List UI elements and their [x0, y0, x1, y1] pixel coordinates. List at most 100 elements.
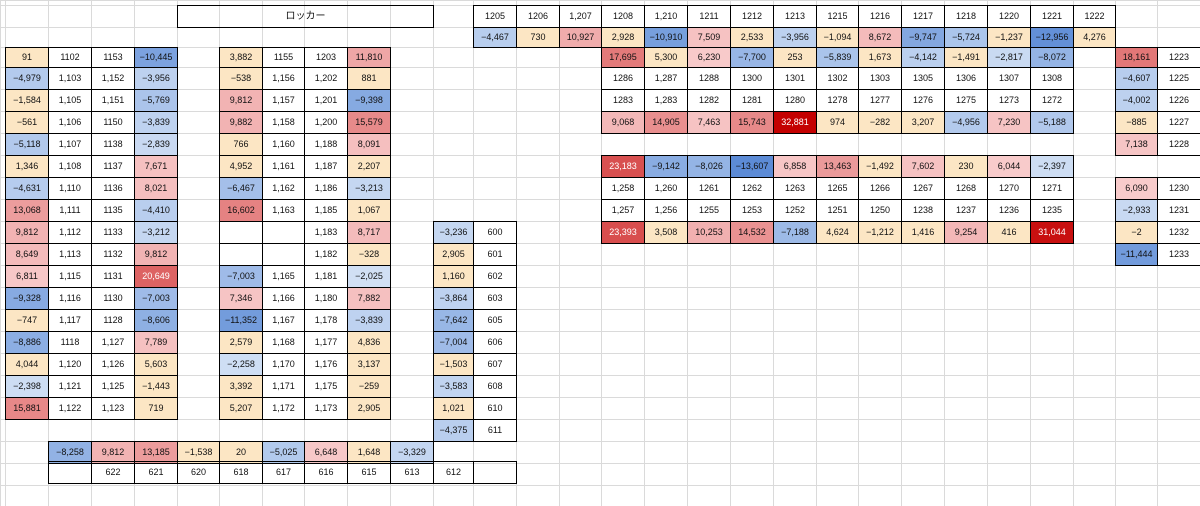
block-a-cell[interactable]: 1137	[91, 155, 135, 178]
block-a-cell[interactable]: 1136	[91, 177, 135, 200]
top-header-cell[interactable]: 7,509	[687, 27, 731, 48]
block-a-cell[interactable]: 1130	[91, 287, 135, 310]
block-f-cell[interactable]: 3,508	[644, 221, 688, 244]
block-b-cell[interactable]: 766	[219, 133, 263, 156]
top-header-cell[interactable]: 1220	[987, 5, 1031, 28]
block-b-cell[interactable]	[219, 243, 263, 266]
block-e-cell[interactable]: 1307	[987, 67, 1031, 90]
block-f-cell[interactable]: 1,257	[601, 199, 645, 222]
block-c-cell[interactable]: 606	[473, 331, 517, 354]
block-a-cell[interactable]: 91	[5, 47, 49, 68]
block-b-cell[interactable]: 1,188	[304, 133, 348, 156]
block-g-cell[interactable]: 1223	[1157, 47, 1200, 68]
block-b-cell[interactable]: 2,207	[347, 155, 391, 178]
locker-cell[interactable]: ロッカー	[177, 5, 434, 28]
block-g-cell[interactable]: 1227	[1157, 111, 1200, 134]
block-f-cell[interactable]: 6,858	[773, 155, 817, 178]
block-a-cell[interactable]: −1,443	[134, 375, 178, 398]
block-e-cell[interactable]: 1305	[901, 67, 945, 90]
block-d-cell[interactable]: −3,329	[390, 441, 434, 464]
block-c-cell[interactable]: −4,375	[433, 419, 474, 442]
block-b-cell[interactable]	[262, 221, 305, 244]
block-b-cell[interactable]: 2,905	[347, 397, 391, 420]
block-f-cell[interactable]: 4,624	[816, 221, 859, 244]
block-b-cell[interactable]: 1,183	[304, 221, 348, 244]
block-f-cell[interactable]: 9,254	[944, 221, 988, 244]
block-f-cell[interactable]: 31,044	[1030, 221, 1074, 244]
block-f-cell[interactable]: 1236	[987, 199, 1031, 222]
block-e-cell[interactable]: 3,207	[901, 111, 945, 134]
block-a-cell[interactable]: 1132	[91, 243, 135, 266]
block-a-cell[interactable]: 6,811	[5, 265, 49, 288]
block-a-cell[interactable]: −2,839	[134, 133, 178, 156]
block-e-cell[interactable]: −4,142	[901, 47, 945, 68]
block-e-cell[interactable]: 17,695	[601, 47, 645, 68]
block-b-cell[interactable]: −3,839	[347, 309, 391, 332]
block-a-cell[interactable]: 1,113	[48, 243, 92, 266]
top-header-cell[interactable]: −9,747	[901, 27, 945, 48]
block-a-cell[interactable]: 1,120	[48, 353, 92, 376]
block-e-cell[interactable]: −8,072	[1030, 47, 1074, 68]
block-f-cell[interactable]: 1262	[730, 177, 774, 200]
block-g-cell[interactable]: −11,444	[1115, 243, 1158, 266]
block-b-cell[interactable]: 1,158	[262, 111, 305, 134]
block-a-cell[interactable]: −561	[5, 111, 49, 134]
block-c-cell[interactable]: 610	[473, 397, 517, 420]
block-b-cell[interactable]: −538	[219, 67, 263, 90]
block-a-cell[interactable]: −5,769	[134, 89, 178, 112]
block-b-cell[interactable]: 1,185	[304, 199, 348, 222]
top-header-cell[interactable]: 1206	[516, 5, 560, 28]
block-b-cell[interactable]: 11,810	[347, 47, 391, 68]
block-d-cell[interactable]	[473, 461, 517, 484]
block-e-cell[interactable]: 1288	[687, 67, 731, 90]
block-c-cell[interactable]: −7,642	[433, 309, 474, 332]
block-g-cell[interactable]: −2	[1115, 221, 1158, 244]
block-b-cell[interactable]: 7,882	[347, 287, 391, 310]
block-a-cell[interactable]: 1133	[91, 221, 135, 244]
block-b-cell[interactable]: 3,137	[347, 353, 391, 376]
block-b-cell[interactable]: 4,952	[219, 155, 263, 178]
block-d-cell[interactable]: 621	[134, 461, 178, 484]
block-a-cell[interactable]: 1118	[48, 331, 92, 354]
block-g-cell[interactable]: 1233	[1157, 243, 1200, 266]
block-g-cell[interactable]: 7,138	[1115, 133, 1158, 156]
block-e-cell[interactable]: 1302	[816, 67, 859, 90]
top-header-cell[interactable]: 1211	[687, 5, 731, 28]
top-header-cell[interactable]: 1222	[1073, 5, 1116, 28]
block-b-cell[interactable]: 1,168	[262, 331, 305, 354]
block-a-cell[interactable]: 1138	[91, 133, 135, 156]
block-b-cell[interactable]: 1,173	[304, 397, 348, 420]
block-f-cell[interactable]: 1235	[1030, 199, 1074, 222]
block-f-cell[interactable]: 10,253	[687, 221, 731, 244]
block-a-cell[interactable]: 8,649	[5, 243, 49, 266]
block-f-cell[interactable]: 14,532	[730, 221, 774, 244]
block-b-cell[interactable]: 1,186	[304, 177, 348, 200]
block-a-cell[interactable]: −3,956	[134, 67, 178, 90]
block-c-cell[interactable]: −3,236	[433, 221, 474, 244]
block-d-cell[interactable]: 612	[433, 461, 474, 484]
block-g-cell[interactable]: −885	[1115, 111, 1158, 134]
block-g-cell[interactable]: 18,161	[1115, 47, 1158, 68]
top-header-cell[interactable]: 1213	[773, 5, 817, 28]
block-e-cell[interactable]: 14,905	[644, 111, 688, 134]
block-c-cell[interactable]: 603	[473, 287, 517, 310]
block-a-cell[interactable]: 1,108	[48, 155, 92, 178]
block-f-cell[interactable]: 1267	[901, 177, 945, 200]
block-e-cell[interactable]: 1277	[858, 89, 902, 112]
block-a-cell[interactable]: −5,118	[5, 133, 49, 156]
block-a-cell[interactable]: −9,328	[5, 287, 49, 310]
top-header-cell[interactable]: 8,672	[858, 27, 902, 48]
block-b-cell[interactable]	[262, 243, 305, 266]
block-b-cell[interactable]: 1,162	[262, 177, 305, 200]
block-e-cell[interactable]: 32,881	[773, 111, 817, 134]
block-c-cell[interactable]: 600	[473, 221, 517, 244]
block-c-cell[interactable]: −3,864	[433, 287, 474, 310]
block-b-cell[interactable]: 1,200	[304, 111, 348, 134]
block-a-cell[interactable]: 1,117	[48, 309, 92, 332]
block-f-cell[interactable]: 1266	[858, 177, 902, 200]
block-g-cell[interactable]	[1115, 155, 1158, 178]
top-header-cell[interactable]: 1212	[730, 5, 774, 28]
block-e-cell[interactable]: 1272	[1030, 89, 1074, 112]
block-a-cell[interactable]: 1,106	[48, 111, 92, 134]
block-b-cell[interactable]: 1,166	[262, 287, 305, 310]
